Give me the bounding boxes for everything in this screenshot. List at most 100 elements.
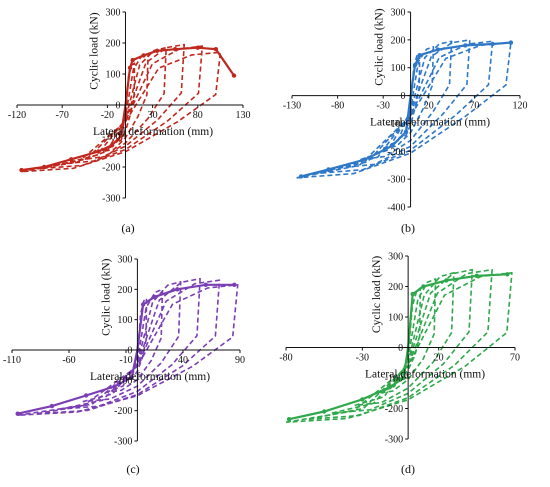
y-tick-label-d-1: 300 <box>388 252 403 263</box>
peak-point-a-7 <box>213 47 219 52</box>
peak-point-c-2 <box>152 294 157 300</box>
axes-c <box>11 258 241 442</box>
panel-label-a: (a) <box>121 221 134 235</box>
x-tick-label-d-4: 70 <box>510 353 520 364</box>
y-tick-label-c-4: 0 <box>127 346 132 357</box>
y-tick-label-d-3: 100 <box>388 313 403 324</box>
peak-point-b-10 <box>326 167 331 172</box>
y-tick-label-c-7: -300 <box>114 437 132 448</box>
hysteresis-loop-d-3 <box>354 272 455 407</box>
peak-point-d-6 <box>401 375 406 381</box>
peak-point-a-2 <box>130 57 135 63</box>
x-tick-label-a-3: -20 <box>101 110 114 121</box>
axes-a <box>16 11 244 199</box>
peak-point-a-3 <box>141 53 146 58</box>
hysteresis-loop-d-5 <box>308 268 493 420</box>
y-axis-label-b: Cyclic load (kN) <box>374 8 386 85</box>
peak-point-c-8 <box>83 393 89 398</box>
hysteresis-loops-c <box>17 277 239 416</box>
peak-point-c-5 <box>232 282 237 287</box>
y-tick-label-a-2: 200 <box>105 39 120 50</box>
envelope-negative-b <box>300 95 412 178</box>
x-axis-label-b: Lateral deformation (mm) <box>370 117 490 129</box>
peak-point-d-10 <box>286 417 292 422</box>
panel-label-d: (d) <box>401 462 415 476</box>
peak-point-d-9 <box>322 409 327 414</box>
peak-point-a-11 <box>96 149 101 154</box>
x-tick-label-b-3: -30 <box>377 101 390 112</box>
peak-point-b-3 <box>435 47 441 52</box>
peak-point-c-6 <box>129 375 134 380</box>
peak-point-d-2 <box>421 284 426 289</box>
tick-labels-a: -120 -70 -20 30 80 130 300 200 100 0 -100 -200 -300 <box>8 8 251 205</box>
peak-point-c-9 <box>49 403 55 409</box>
peak-point-a-12 <box>69 157 74 162</box>
x-tick-label-a-1: -120 <box>8 110 26 121</box>
tick-labels-d: -80 -30 20 70 300 200 100 0 -100 -200 -300 <box>279 252 520 446</box>
x-axis-label-d: Lateral deformation (mm) <box>365 369 485 381</box>
y-tick-label-b-1: 300 <box>391 8 406 19</box>
y-tick-label-b-4: 0 <box>401 91 406 102</box>
y-tick-label-c-3: 100 <box>117 315 132 326</box>
axes-b <box>291 11 521 208</box>
peak-point-d-3 <box>444 278 449 283</box>
x-tick-label-d-2: -30 <box>356 353 369 364</box>
envelope-negative-c <box>17 349 139 415</box>
peak-point-a-9 <box>118 133 124 139</box>
y-tick-label-c-5: -100 <box>114 376 132 387</box>
hysteresis-loop-a-4 <box>62 43 185 165</box>
y-tick-label-c-6: -200 <box>114 406 132 417</box>
peak-point-a-13 <box>41 164 47 170</box>
peak-point-b-9 <box>362 157 368 162</box>
y-axis-label-a: Cyclic load (kN) <box>88 12 100 89</box>
y-tick-label-c-1: 300 <box>117 255 132 266</box>
peak-point-b-8 <box>390 143 395 148</box>
envelope-curve-b <box>298 40 514 179</box>
x-axis-label-c: Lateral deformation (mm) <box>90 371 210 383</box>
y-axis-label-c: Cyclic load (kN) <box>100 258 112 335</box>
peak-point-a-10 <box>109 143 115 148</box>
hysteresis-loop-d-6 <box>285 272 513 423</box>
peak-point-a-8 <box>231 73 237 78</box>
x-tick-label-d-3: 20 <box>434 353 444 364</box>
peak-point-d-7 <box>387 384 392 390</box>
tick-labels-b: -130 -80 -30 20 70 120 300 200 100 0 -100 -200 -300 -… <box>283 8 528 214</box>
y-tick-label-a-4: 0 <box>115 101 120 112</box>
y-tick-label-d-6: -200 <box>385 404 403 415</box>
hysteresis-loop-a-3 <box>84 46 167 161</box>
peak-point-c-10 <box>15 411 20 416</box>
hysteresis-loop-b-2 <box>382 46 435 150</box>
chart-panel-b: -130 -80 -30 20 70 120 300 200 100 0 -100 -200 -300 -… <box>283 8 528 236</box>
chart-panel-a: -120 -70 -20 30 80 1303002001000-100-200-300 … <box>8 8 251 236</box>
y-tick-label-a-1: 300 <box>105 8 120 19</box>
x-tick-label-c-5: 90 <box>235 355 245 366</box>
peak-point-c-4 <box>203 282 208 287</box>
x-tick-label-b-4: 20 <box>424 101 434 112</box>
panel-label-b: (b) <box>401 221 415 235</box>
peak-point-c-3 <box>175 287 180 292</box>
envelope-curve-d <box>286 272 510 422</box>
hysteresis-loop-d-2 <box>377 278 437 395</box>
x-tick-label-d-1: -80 <box>279 353 292 364</box>
envelope-negative-d <box>288 347 410 421</box>
peak-point-d-8 <box>360 397 365 402</box>
x-tick-label-b-1: -130 <box>283 101 301 112</box>
y-tick-label-a-7: -300 <box>102 194 120 205</box>
peak-point-b-1 <box>412 62 418 68</box>
x-tick-label-c-2: -60 <box>62 355 75 366</box>
x-axis-label-a: Lateral deformation (mm) <box>93 126 213 138</box>
x-tick-label-a-6: 130 <box>236 110 251 121</box>
envelope-positive-d <box>407 273 508 348</box>
peak-point-b-5 <box>490 41 495 47</box>
envelope-curve-c <box>15 282 237 416</box>
y-tick-label-b-7: -300 <box>387 175 405 186</box>
hysteresis-loop-a-5 <box>39 45 204 170</box>
peak-point-a-14 <box>19 167 24 173</box>
hysteresis-loop-a-6 <box>21 51 222 173</box>
hysteresis-loops-a <box>21 43 222 173</box>
x-tick-label-b-6: 120 <box>513 101 528 112</box>
peak-point-d-5 <box>505 272 510 277</box>
y-tick-label-b-5: -100 <box>387 119 405 130</box>
peak-point-b-4 <box>463 43 468 48</box>
